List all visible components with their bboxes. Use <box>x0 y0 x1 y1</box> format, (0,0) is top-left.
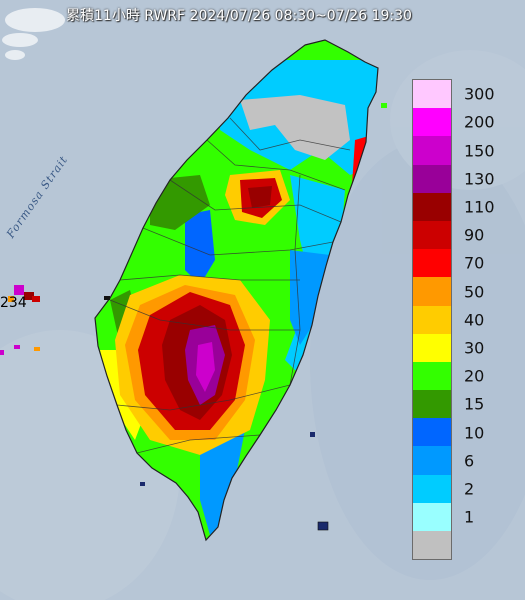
map-title: 累積11小時 RWRF 2024/07/26 08:30~07/26 19:30 <box>66 5 412 25</box>
offshore-value-label: 234 <box>0 295 27 311</box>
legend-label: 110 <box>464 197 495 217</box>
legend-swatch <box>413 249 451 278</box>
title-accumulation: 累積11小時 <box>66 8 140 24</box>
legend-swatch <box>413 474 451 503</box>
legend-label: 50 <box>464 282 485 301</box>
legend-swatch <box>413 531 451 560</box>
legend-swatch <box>413 220 451 250</box>
offshore-rain-cells <box>0 285 110 355</box>
rain-6-south <box>200 430 245 535</box>
legend-swatch <box>413 108 451 137</box>
rainfall-legend <box>412 79 452 561</box>
legend-swatch <box>413 390 451 419</box>
legend-swatch <box>413 502 451 531</box>
cloud-speckles <box>2 8 65 60</box>
rain-6-east <box>290 250 330 345</box>
title-time-range: 2024/07/26 08:30~07/26 19:30 <box>189 8 412 24</box>
rain-150 <box>196 342 215 392</box>
island-outline <box>94 39 379 542</box>
legend-label: 1 <box>464 507 475 527</box>
legend-label: 20 <box>464 366 485 386</box>
legend-label: 200 <box>464 112 495 132</box>
title-model: RWRF <box>144 8 186 24</box>
legend-swatch <box>413 446 451 475</box>
legend-swatch <box>413 305 451 334</box>
legend-label: 90 <box>464 225 485 245</box>
county-boundaries <box>109 117 351 454</box>
rain-110-north <box>248 186 272 208</box>
legend-swatch <box>413 192 451 221</box>
legend-label: 300 <box>464 84 495 104</box>
legend-label: 40 <box>464 310 485 330</box>
legend-label: 70 <box>464 253 485 273</box>
legend-swatch <box>413 136 451 165</box>
legend-swatch <box>413 164 451 193</box>
legend-label: 15 <box>464 394 485 414</box>
legend-swatch <box>413 277 451 306</box>
rain-10-central <box>185 210 215 285</box>
legend-label: 6 <box>464 451 475 471</box>
legend-label: 150 <box>464 141 495 160</box>
offshore-islands <box>140 103 387 531</box>
rain-none-north <box>240 95 350 160</box>
legend-label: 130 <box>464 169 495 189</box>
legend-label: 30 <box>464 338 485 358</box>
legend-swatch <box>413 80 451 109</box>
legend-label: 2 <box>464 479 475 499</box>
legend-swatch <box>413 418 451 447</box>
legend-swatch <box>413 333 451 362</box>
legend-swatch <box>413 361 451 391</box>
legend-label: 10 <box>464 423 485 442</box>
